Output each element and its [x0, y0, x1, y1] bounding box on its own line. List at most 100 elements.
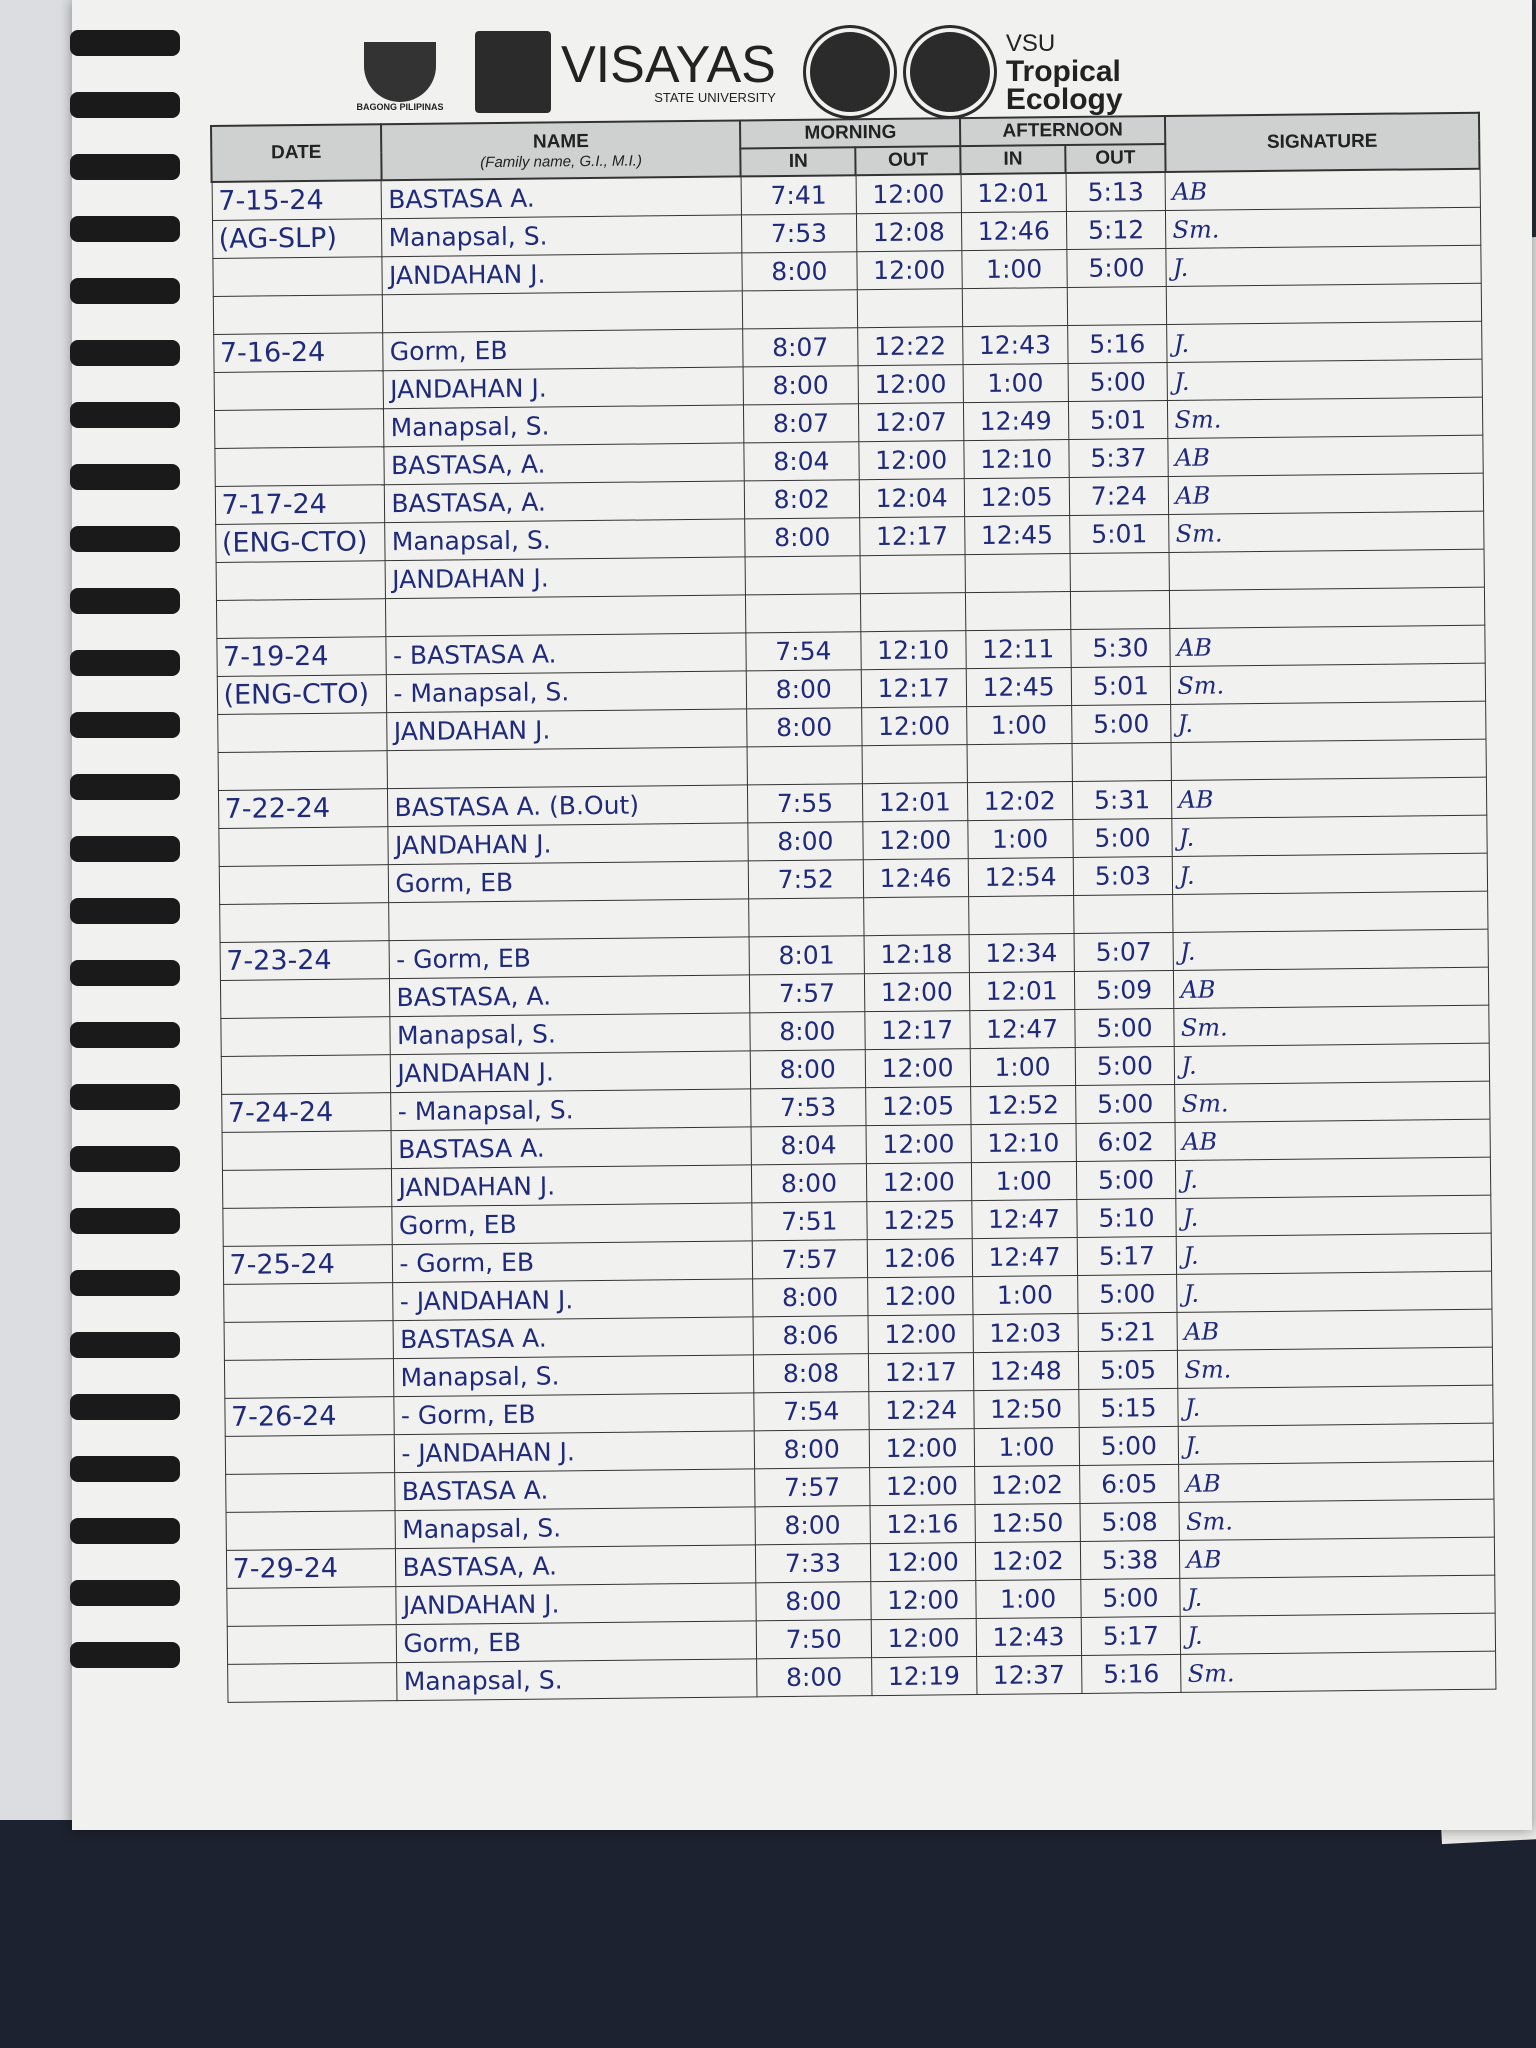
- cell-name: Manapsal, S.: [383, 404, 744, 447]
- binding-ring: [70, 1456, 180, 1482]
- cell-afternoon-in: 12:47: [971, 1199, 1077, 1239]
- cell-morning-out: 12:00: [867, 1314, 974, 1354]
- cell-morning-in: 8:00: [744, 517, 860, 557]
- cell-date: [219, 902, 390, 943]
- cell-morning-out: 12:24: [868, 1390, 974, 1430]
- cell-date: [220, 1054, 392, 1095]
- cell-morning-out: 12:18: [863, 934, 970, 974]
- cell-morning-in: 8:07: [742, 327, 858, 367]
- cell-morning-out: 12:00: [870, 1618, 977, 1658]
- cell-name: Gorm, EB: [392, 1202, 753, 1245]
- cell-morning-out: 12:17: [864, 1010, 970, 1050]
- cell-date: [213, 370, 384, 411]
- cell-morning-in: 8:00: [750, 1049, 866, 1089]
- cell-signature: AB: [1168, 473, 1484, 515]
- cell-morning-in: 7:55: [747, 783, 863, 823]
- cell-name: [387, 746, 748, 789]
- cell-morning-in: [745, 593, 861, 633]
- cell-signature: Sm.: [1179, 1499, 1494, 1541]
- cell-name: JANDAHAN J.: [390, 1050, 751, 1093]
- binding-ring: [70, 836, 180, 862]
- cell-date: [221, 1130, 392, 1171]
- cell-afternoon-in: 12:03: [972, 1313, 1078, 1353]
- cell-afternoon-out: 5:10: [1076, 1198, 1177, 1238]
- binding-ring: [70, 898, 180, 924]
- cell-morning-in: 7:57: [749, 973, 865, 1013]
- cell-date: 7-19-24: [216, 636, 387, 677]
- cell-signature: J.: [1167, 359, 1482, 401]
- cell-date: 7-22-24: [217, 788, 389, 829]
- cell-morning-in: 8:04: [750, 1125, 867, 1165]
- vsu-logo: VISAYAS STATE UNIVERSITY: [475, 31, 776, 113]
- cell-afternoon-out: 5:38: [1079, 1540, 1181, 1580]
- bagong-pilipinas-logo: BAGONG PILIPINAS: [355, 32, 445, 112]
- cell-date: [220, 1016, 391, 1057]
- cell-morning-out: 12:00: [858, 440, 964, 480]
- binding-ring: [70, 960, 180, 986]
- cell-afternoon-out: 5:00: [1075, 1084, 1176, 1124]
- cell-name: Manapsal, S.: [395, 1506, 756, 1549]
- cell-afternoon-in: 12:45: [965, 667, 1072, 707]
- cell-date: 7-24-24: [221, 1092, 392, 1133]
- cell-signature: J.: [1176, 1271, 1492, 1313]
- cell-afternoon-in: 12:02: [967, 781, 1073, 821]
- cell-afternoon-in: [966, 743, 1072, 783]
- cell-morning-out: 12:00: [865, 1124, 972, 1164]
- cell-afternoon-out: 5:01: [1069, 514, 1170, 554]
- cell-afternoon-out: [1069, 590, 1171, 630]
- cell-name: JANDAHAN J.: [388, 822, 749, 865]
- cell-signature: AB: [1177, 1309, 1492, 1351]
- binding-ring: [70, 1208, 180, 1234]
- cell-afternoon-in: 12:02: [975, 1541, 1081, 1581]
- cell-date: (ENG-CTO): [215, 522, 386, 563]
- cell-afternoon-in: 12:10: [970, 1123, 1076, 1163]
- cell-date: [215, 598, 387, 639]
- cell-name: Manapsal, S.: [393, 1354, 754, 1397]
- cell-date: [226, 1624, 398, 1665]
- cell-date: [214, 446, 385, 487]
- cell-morning-out: 12:17: [859, 516, 965, 556]
- binding-ring: [70, 1332, 180, 1358]
- cell-name: [389, 898, 749, 941]
- cell-date: [225, 1510, 396, 1551]
- cell-afternoon-in: 1:00: [967, 819, 1073, 859]
- cell-morning-in: 7:54: [745, 631, 861, 671]
- cell-afternoon-in: 12:47: [969, 1009, 1075, 1049]
- cell-afternoon-out: 5:17: [1076, 1236, 1177, 1276]
- cell-morning-out: 12:00: [867, 1276, 973, 1316]
- cell-signature: Sm.: [1180, 1651, 1496, 1693]
- binding-ring: [70, 1394, 180, 1420]
- cell-date: [217, 712, 388, 753]
- cell-morning-out: 12:04: [858, 478, 965, 518]
- cell-afternoon-out: 5:01: [1070, 666, 1172, 706]
- cell-morning-in: [748, 897, 864, 937]
- cell-afternoon-out: 5:00: [1080, 1578, 1181, 1618]
- cell-date: (AG-SLP): [212, 218, 383, 259]
- cell-date: 7-16-24: [213, 332, 384, 373]
- cell-name: - Manapsal, S.: [386, 670, 747, 713]
- binding-ring: [70, 526, 180, 552]
- cell-afternoon-in: 12:43: [962, 325, 1068, 365]
- cell-name: JANDAHAN J.: [382, 252, 743, 295]
- cell-afternoon-out: 5:00: [1075, 1160, 1177, 1200]
- cell-signature: Sm.: [1174, 1005, 1489, 1047]
- cell-name: JANDAHAN J.: [391, 1164, 752, 1207]
- cell-afternoon-out: 5:37: [1068, 438, 1169, 478]
- cell-afternoon-out: 5:07: [1073, 932, 1174, 972]
- cell-name: - Gorm, EB: [392, 1240, 753, 1283]
- cell-signature: Sm.: [1174, 1081, 1490, 1123]
- cell-name: BASTASA, A.: [395, 1544, 756, 1587]
- cell-signature: J.: [1178, 1423, 1494, 1465]
- cell-date: (ENG-CTO): [216, 674, 388, 715]
- cell-morning-out: 12:00: [870, 1580, 976, 1620]
- cell-signature: [1169, 549, 1484, 591]
- cell-signature: AB: [1179, 1537, 1495, 1579]
- cell-name: BASTASA A.: [395, 1468, 755, 1511]
- cell-signature: J.: [1180, 1575, 1495, 1617]
- cell-signature: [1169, 587, 1485, 629]
- cell-name: BASTASA A.: [381, 176, 742, 219]
- cell-signature: [1166, 283, 1482, 325]
- cell-afternoon-out: 6:05: [1079, 1464, 1180, 1504]
- binding-ring: [70, 216, 180, 242]
- cell-signature: [1171, 739, 1486, 781]
